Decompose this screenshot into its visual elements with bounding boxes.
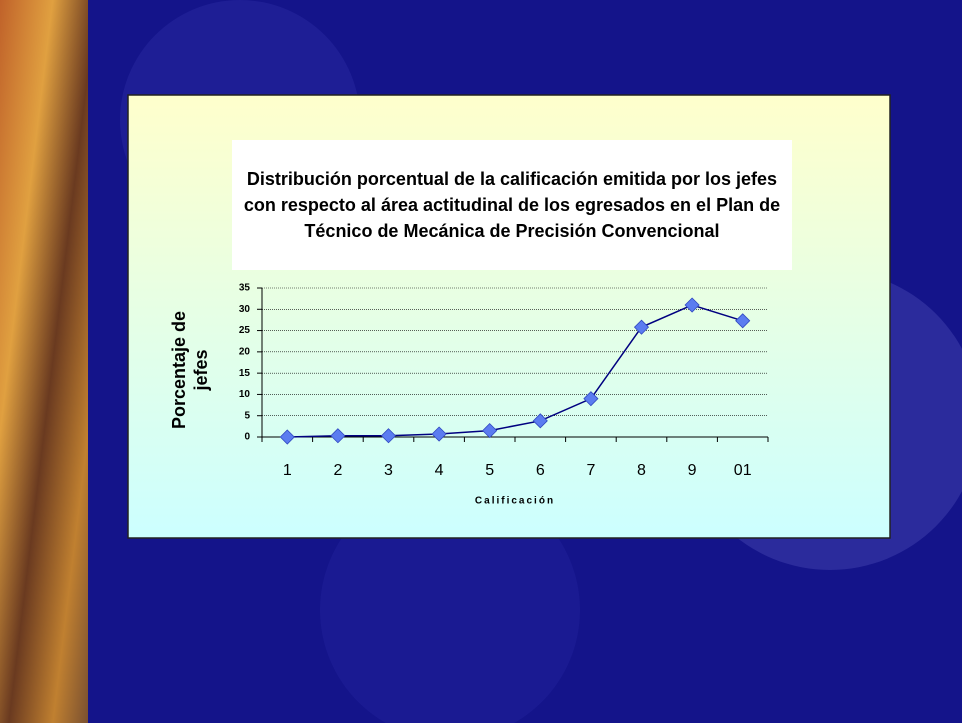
page: Distribución porcentual de la calificaci…	[0, 0, 962, 723]
y-label-container: Porcentaje de jefes	[150, 290, 230, 450]
side-strip	[0, 0, 88, 723]
y-axis-label: Porcentaje de jefes	[150, 290, 230, 450]
title-container: Distribución porcentual de la calificaci…	[232, 140, 792, 270]
y-tick-label: 0	[244, 432, 250, 443]
x-tick-label: 1	[283, 462, 292, 479]
y-tick-label: 25	[239, 325, 251, 336]
x-axis-label: Calificación	[475, 496, 555, 507]
slide: Distribución porcentual de la calificaci…	[0, 0, 962, 723]
x-tick-label: 5	[485, 462, 494, 479]
x-tick-label: 3	[384, 462, 393, 479]
x-tick-label: 8	[637, 462, 646, 479]
y-tick-label: 10	[239, 389, 251, 400]
y-tick-label: 20	[239, 346, 251, 357]
x-tick-label: 9	[688, 462, 697, 479]
chart-title: Distribución porcentual de la calificaci…	[232, 140, 792, 270]
y-tick-label: 30	[239, 304, 251, 315]
x-tick-label: 01	[734, 462, 752, 479]
x-tick-label: 7	[586, 462, 595, 479]
y-tick-label: 35	[239, 283, 251, 294]
y-tick-label: 5	[244, 410, 250, 421]
x-tick-label: 2	[333, 462, 342, 479]
y-tick-label: 15	[239, 368, 251, 379]
x-tick-label: 6	[536, 462, 545, 479]
x-tick-label: 4	[435, 462, 444, 479]
